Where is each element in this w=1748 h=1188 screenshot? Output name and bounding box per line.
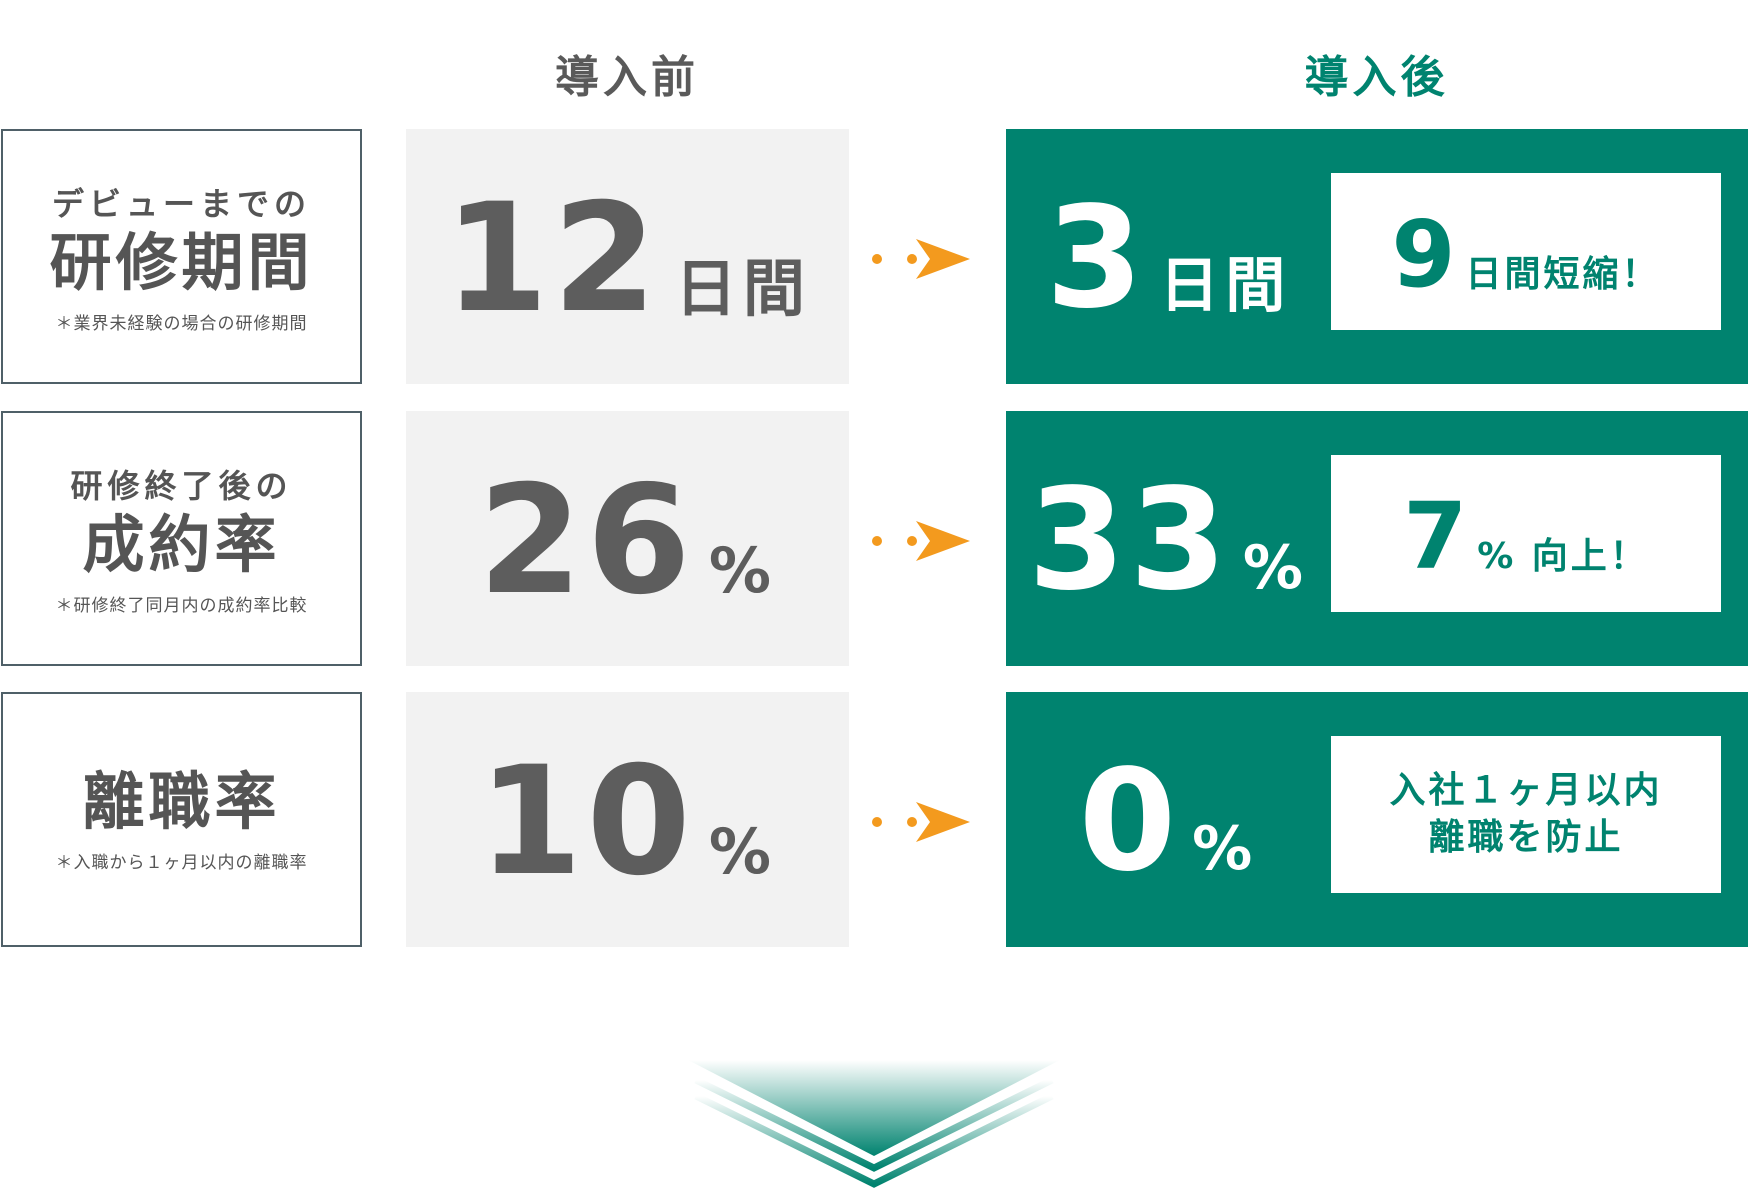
result-callout: 7 % 向上！ [1331, 455, 1721, 612]
after-unit: % [1242, 533, 1309, 603]
metric-label-box: デビューまでの 研修期間 ＊業界未経験の場合の研修期間 [1, 129, 362, 384]
after-number: 33 [1028, 459, 1231, 622]
result-text: % 向上！ [1477, 536, 1649, 577]
metric-label-note: ＊入職から１ヶ月以内の離職率 [55, 852, 308, 873]
after-value-box: 33 % 7 % 向上！ [1006, 411, 1748, 666]
result-text: 日間短縮！ [1465, 254, 1661, 295]
before-value-box: 10 % [406, 692, 849, 947]
before-number: 10 [478, 735, 695, 909]
metric-label-main: 離職率 [82, 765, 281, 839]
before-number: 12 [444, 172, 661, 346]
after-value-box: 3 日間 9 日間短縮！ [1006, 129, 1748, 384]
after-value: 3 日間 [1006, 129, 1331, 384]
metric-label-box: 離職率 ＊入職から１ヶ月以内の離職率 [1, 692, 362, 947]
row-turnover-rate: 離職率 ＊入職から１ヶ月以内の離職率 10 % 0 % 入社１ヶ月以内 離職を防… [0, 692, 1748, 947]
after-value: 0 % [1006, 692, 1331, 947]
row-conversion-rate: 研修終了後の 成約率 ＊研修終了同月内の成約率比較 26 % 33 % 7 % … [0, 411, 1748, 666]
metric-label-sub: 研修終了後の [70, 467, 293, 506]
before-header: 導入前 [555, 52, 699, 103]
metric-label-main: 成約率 [82, 508, 281, 582]
row-training-period: デビューまでの 研修期間 ＊業界未経験の場合の研修期間 12 日間 3 日間 9… [0, 129, 1748, 384]
before-value-box: 12 日間 [406, 129, 849, 384]
after-number: 3 [1045, 177, 1148, 340]
after-header: 導入後 [1304, 52, 1449, 103]
metric-label-note: ＊業界未経験の場合の研修期間 [55, 313, 308, 334]
metric-label-main: 研修期間 [49, 226, 314, 300]
after-unit: % [1192, 814, 1259, 884]
metric-label-sub: デビューまでの [51, 185, 311, 224]
dotted-right-arrow-icon [872, 521, 970, 561]
result-number: 9 [1391, 201, 1456, 308]
after-value: 33 % [1006, 411, 1331, 666]
metric-label-note: ＊研修終了同月内の成約率比較 [55, 595, 308, 616]
result-callout: 9 日間短縮！ [1331, 173, 1721, 330]
result-line-1: 入社１ヶ月以内 [1389, 769, 1663, 811]
after-number: 0 [1078, 740, 1181, 903]
result-line-2: 離職を防止 [1428, 816, 1624, 858]
before-unit: % [708, 815, 777, 888]
dotted-right-arrow-icon [872, 802, 970, 842]
result-number: 7 [1403, 483, 1468, 590]
metric-label-box: 研修終了後の 成約率 ＊研修終了同月内の成約率比較 [1, 411, 362, 666]
result-callout: 入社１ヶ月以内 離職を防止 [1331, 736, 1721, 893]
triple-chevron-down-icon [688, 1060, 1060, 1188]
before-unit: 日間 [674, 252, 811, 325]
before-unit: % [708, 534, 777, 607]
after-unit: 日間 [1159, 251, 1292, 321]
before-number: 26 [478, 454, 695, 628]
after-value-box: 0 % 入社１ヶ月以内 離職を防止 [1006, 692, 1748, 947]
before-value-box: 26 % [406, 411, 849, 666]
dotted-right-arrow-icon [872, 239, 970, 279]
